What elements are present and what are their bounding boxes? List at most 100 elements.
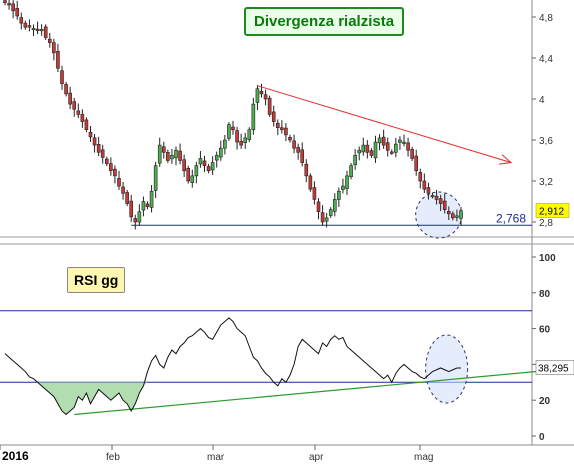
- rsi-oversold-fill: [21, 382, 160, 415]
- candle-down: [389, 151, 394, 154]
- candle-down: [280, 127, 284, 131]
- candle-up: [373, 141, 378, 159]
- candle-down: [121, 186, 125, 194]
- candle-down: [267, 97, 272, 115]
- candle-up: [149, 190, 154, 208]
- price-y-tick-label: 3,6: [539, 136, 553, 147]
- candle-up: [398, 139, 402, 143]
- candle-down: [451, 213, 455, 219]
- candle-up: [345, 175, 349, 189]
- candle-up: [247, 129, 252, 140]
- candle-down: [442, 200, 447, 210]
- candle-up: [402, 141, 406, 144]
- price-y-tick-label: 4,4: [539, 54, 553, 65]
- x-tick-label: apr: [309, 452, 324, 463]
- time-axis: 2016 feb mar apr mag: [0, 444, 574, 463]
- candle-down: [23, 22, 28, 28]
- rsi-highlight-circle: [425, 334, 469, 404]
- candle-down: [96, 144, 101, 153]
- candle-down: [426, 187, 431, 194]
- candle-down: [104, 158, 109, 164]
- candle-up: [31, 27, 36, 31]
- candle-down: [206, 166, 211, 172]
- candle-down: [259, 90, 264, 95]
- candle-down: [27, 25, 32, 28]
- candle-down: [235, 130, 239, 143]
- candle-down: [369, 150, 374, 156]
- candle-up: [328, 209, 333, 216]
- x-tick-label: 2016: [2, 449, 29, 463]
- candle-down: [275, 122, 280, 129]
- candle-down: [292, 140, 296, 149]
- candle-up: [39, 28, 44, 32]
- candle-up: [357, 149, 362, 154]
- candle-down: [271, 111, 276, 122]
- candle-up: [394, 143, 398, 153]
- last-price-badge: [535, 203, 570, 218]
- candle-up: [324, 217, 329, 222]
- rsi-y-tick-label: 100: [539, 253, 556, 264]
- candle-down: [47, 38, 52, 43]
- candle-down: [385, 142, 390, 151]
- candle-up: [170, 155, 174, 160]
- price-y-tick-label: 4,8: [539, 13, 553, 24]
- candle-down: [52, 42, 56, 54]
- candle-down: [414, 155, 419, 172]
- candle-up: [190, 175, 195, 183]
- candle-down: [35, 28, 40, 31]
- candle-up: [455, 215, 459, 218]
- candle-down: [288, 137, 292, 141]
- candle-up: [349, 165, 353, 177]
- resistance-line: [257, 85, 512, 164]
- candle-down: [284, 127, 288, 136]
- candle-down: [84, 119, 89, 131]
- candle-down: [202, 160, 207, 166]
- candle-down: [320, 212, 325, 223]
- price-panel: 2,8 3,2 3,6 4 4,4 4,8 2,768 2,912: [0, 0, 574, 445]
- x-tick-label: mag: [414, 452, 433, 463]
- candle-down: [434, 195, 439, 200]
- candle-down: [438, 198, 443, 204]
- candle-down: [239, 140, 243, 146]
- candle-down: [365, 144, 370, 153]
- price-y-tick-label: 3,2: [539, 177, 553, 188]
- candle-up: [137, 211, 142, 223]
- support-label: 2,768: [496, 211, 526, 225]
- candle-up: [198, 158, 203, 165]
- candle-down: [19, 17, 24, 24]
- candle-down: [178, 150, 182, 161]
- candle-down: [418, 172, 423, 182]
- candle-down: [56, 50, 60, 69]
- candle-down: [381, 136, 386, 146]
- candle-down: [145, 203, 150, 207]
- candle-down: [406, 142, 410, 151]
- candle-up: [223, 139, 227, 149]
- rsi-y-tick-label: 0: [539, 432, 545, 443]
- candle-down: [263, 94, 268, 100]
- candle-up: [218, 147, 223, 158]
- candle-down: [76, 110, 81, 115]
- candle-up: [174, 149, 178, 159]
- candle-down: [316, 201, 321, 213]
- x-tick-label: feb: [106, 452, 120, 463]
- candle-down: [166, 152, 170, 161]
- candle-up: [377, 137, 382, 144]
- rsi-label: RSI gg: [67, 267, 126, 293]
- candle-down: [125, 192, 129, 204]
- resistance-arrowhead: [498, 154, 513, 165]
- candle-down: [182, 159, 186, 172]
- candle-up: [361, 144, 366, 153]
- candle-up: [141, 201, 146, 211]
- candle-up: [227, 124, 231, 139]
- candle-down: [446, 211, 451, 215]
- price-y-tick-label: 4: [539, 95, 545, 106]
- candle-down: [113, 168, 117, 177]
- candle-down: [300, 149, 305, 163]
- candle-down: [92, 137, 97, 146]
- candle-up: [194, 165, 199, 177]
- candle-down: [312, 187, 317, 200]
- candle-up: [341, 185, 345, 190]
- candle-down: [109, 163, 113, 172]
- rsi-line: [4, 317, 461, 416]
